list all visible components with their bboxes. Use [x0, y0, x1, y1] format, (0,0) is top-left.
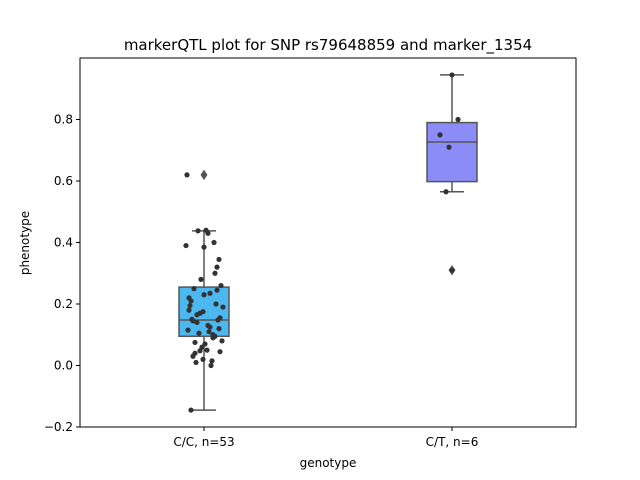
data-point [186, 307, 192, 313]
data-point [187, 302, 193, 309]
data-point [206, 329, 212, 335]
y-tick-label: −0.2 [44, 420, 73, 434]
data-point [207, 324, 213, 330]
y-tick-label: 0.8 [54, 113, 73, 127]
data-point [194, 312, 200, 318]
data-point [188, 298, 194, 304]
data-point [218, 282, 224, 289]
data-point [190, 318, 196, 324]
data-point [214, 287, 220, 293]
data-point [198, 276, 204, 282]
box [426, 121, 478, 183]
data-point [188, 407, 194, 413]
data-point [183, 242, 189, 249]
data-point [211, 239, 217, 246]
data-point [204, 347, 210, 353]
data-point [209, 358, 215, 364]
data-point [197, 348, 203, 354]
data-point [185, 327, 191, 333]
data-point [449, 267, 455, 273]
data-point [214, 264, 220, 270]
data-point [219, 338, 225, 344]
data-point [184, 172, 190, 178]
data-point [216, 326, 222, 332]
y-tick-label: 0.0 [54, 359, 73, 373]
y-axis-label: phenotype [18, 211, 32, 275]
x-tick-label: C/C, n=53 [173, 435, 234, 449]
data-point [194, 319, 200, 326]
data-point [216, 256, 222, 263]
data-point [201, 244, 207, 250]
data-point [201, 292, 207, 298]
box-group [178, 169, 230, 413]
chart-title: markerQTL plot for SNP rs79648859 and ma… [124, 36, 532, 55]
data-point [210, 335, 216, 341]
data-point [213, 301, 219, 307]
data-point [192, 339, 198, 346]
data-point [443, 189, 449, 195]
data-point [205, 230, 211, 236]
x-axis-label: genotype [300, 456, 357, 470]
plot-frame [79, 57, 577, 428]
data-point [200, 356, 206, 362]
data-point [455, 116, 461, 123]
data-point [190, 353, 196, 359]
y-tick-label: 0.2 [54, 297, 73, 311]
data-point [193, 359, 199, 366]
y-tick-label: 0.4 [54, 236, 73, 250]
data-point [449, 72, 455, 78]
y-axis: −0.2 0.0 0.2 0.4 0.6 0.8 [44, 113, 80, 434]
plot-area [79, 57, 577, 428]
data-point [215, 317, 221, 323]
x-axis: C/C, n=53 C/T, n=6 [173, 427, 478, 449]
data-point [437, 132, 443, 138]
data-point [212, 270, 218, 276]
outlier-marker [200, 169, 208, 181]
data-point [217, 349, 223, 355]
data-point [446, 144, 452, 150]
data-point [196, 330, 202, 336]
data-point [220, 304, 226, 310]
y-tick-label: 0.6 [54, 174, 73, 188]
data-point [208, 362, 214, 369]
data-point [191, 286, 197, 292]
data-point [207, 290, 213, 296]
box-group [426, 72, 478, 276]
x-tick-label: C/T, n=6 [426, 435, 479, 449]
data-point [195, 228, 201, 234]
